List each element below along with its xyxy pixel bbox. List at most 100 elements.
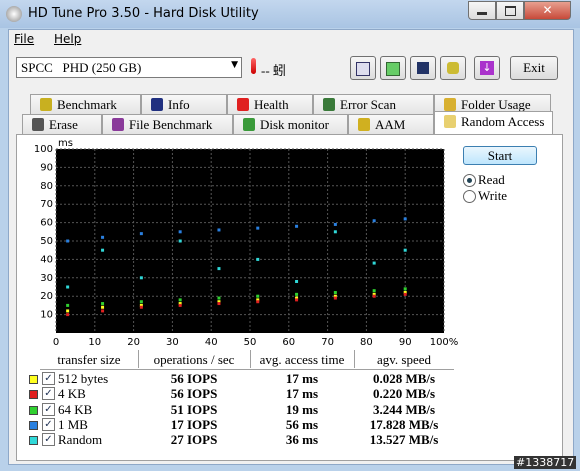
- series-name: 4 KB: [58, 386, 86, 402]
- y-tick-label: 20: [40, 291, 53, 302]
- point: [372, 289, 376, 293]
- legend-swatch: [29, 390, 38, 400]
- x-tick-label: 100%: [430, 337, 459, 348]
- point: [256, 298, 260, 302]
- tab[interactable]: Benchmark: [30, 94, 141, 114]
- point: [139, 300, 143, 304]
- legend-swatch: [29, 420, 38, 430]
- table-cell: 36 ms: [285, 432, 319, 448]
- options-button[interactable]: [440, 56, 466, 80]
- point: [295, 279, 299, 283]
- save-button[interactable]: [410, 56, 436, 80]
- checkbox[interactable]: ✓: [42, 433, 55, 447]
- title-bar: HD Tune Pro 3.50 - Hard Disk Utility ✕: [0, 0, 580, 28]
- series-name: 64 KB: [58, 401, 93, 417]
- checkbox[interactable]: ✓: [42, 387, 55, 401]
- tab[interactable]: Random Access: [434, 111, 553, 134]
- x-tick-label: 40: [205, 337, 218, 348]
- point: [101, 248, 105, 252]
- results-table: transfer size operations / sec avg. access…: [29, 350, 454, 454]
- tab[interactable]: Error Scan: [313, 94, 434, 114]
- watermark: #1338717: [514, 456, 577, 469]
- tab[interactable]: Folder Usage: [434, 94, 551, 114]
- point: [66, 313, 70, 317]
- checkbox[interactable]: ✓: [42, 417, 55, 431]
- dropdown-arrow: ▼: [231, 60, 238, 70]
- point: [295, 298, 299, 302]
- table-cell: 56 IOPS: [170, 386, 218, 402]
- y-tick-label: 70: [40, 199, 53, 210]
- tab[interactable]: Disk monitor: [233, 114, 348, 134]
- table-cell: 19 ms: [285, 401, 319, 417]
- x-tick-label: 90: [399, 337, 412, 348]
- point: [101, 235, 105, 239]
- y-tick-label: 50: [40, 236, 53, 247]
- read-radio[interactable]: [463, 174, 476, 187]
- y-tick-label: 10: [40, 310, 53, 321]
- drive-name: SPCC PHD (250 GB): [21, 60, 142, 75]
- write-radio[interactable]: [463, 190, 476, 203]
- point: [333, 294, 337, 298]
- point: [217, 300, 221, 304]
- x-tick-label: 70: [321, 337, 334, 348]
- menu-item[interactable]: File: [14, 32, 35, 46]
- point: [178, 302, 182, 306]
- copy-button[interactable]: [350, 56, 376, 80]
- table-cell: 0.220 MB/s: [372, 386, 436, 402]
- point: [101, 309, 105, 313]
- series-name: 1 MB: [58, 416, 88, 432]
- point: [333, 296, 337, 300]
- tab[interactable]: Erase: [22, 114, 102, 134]
- point: [139, 232, 143, 236]
- point: [139, 303, 143, 307]
- tab[interactable]: AAM: [348, 114, 434, 134]
- legend-swatch: [29, 405, 38, 415]
- write-label[interactable]: Write: [478, 188, 508, 203]
- point: [139, 276, 143, 280]
- x-tick-label: 30: [166, 337, 179, 348]
- y-tick-label: 60: [40, 218, 53, 229]
- point: [333, 291, 337, 295]
- x-tick-label: 20: [127, 337, 140, 348]
- point: [66, 309, 70, 313]
- point: [217, 296, 221, 300]
- point: [295, 296, 299, 300]
- y-tick-label: 40: [40, 254, 53, 265]
- point: [256, 294, 260, 298]
- table-cell: 17 ms: [285, 371, 319, 386]
- read-label[interactable]: Read: [478, 172, 505, 187]
- point: [372, 292, 376, 296]
- download-button[interactable]: ↓: [474, 56, 500, 80]
- temperature: -- 蚓: [261, 63, 286, 78]
- tab[interactable]: File Benchmark: [102, 114, 233, 134]
- point: [217, 267, 221, 271]
- maximize-button[interactable]: [496, 1, 524, 20]
- y-tick-label: 90: [40, 162, 53, 173]
- minimize-button[interactable]: [468, 1, 496, 20]
- menu-item[interactable]: Help: [54, 32, 82, 46]
- point: [295, 224, 299, 228]
- point: [403, 217, 407, 221]
- close-button[interactable]: ✕: [524, 1, 571, 20]
- point: [66, 239, 70, 243]
- tab[interactable]: Info: [141, 94, 227, 114]
- legend-swatch: [29, 375, 38, 384]
- drive-select[interactable]: SPCC PHD (250 GB) ▼: [16, 57, 242, 78]
- tab[interactable]: Health: [227, 94, 313, 114]
- start-button[interactable]: Start: [463, 146, 537, 165]
- point: [66, 303, 70, 307]
- checkbox[interactable]: ✓: [42, 372, 55, 385]
- column-header: transfer size: [57, 352, 121, 367]
- exit-button[interactable]: Exit: [510, 56, 558, 80]
- checkbox[interactable]: ✓: [42, 402, 55, 416]
- table-cell: 51 IOPS: [170, 401, 218, 417]
- point: [372, 219, 376, 223]
- point: [403, 292, 407, 296]
- point: [333, 230, 337, 234]
- thermometer-icon: [251, 58, 256, 74]
- point: [217, 228, 221, 232]
- point: [256, 257, 260, 261]
- point: [178, 239, 182, 243]
- copy-all-button[interactable]: [380, 56, 406, 80]
